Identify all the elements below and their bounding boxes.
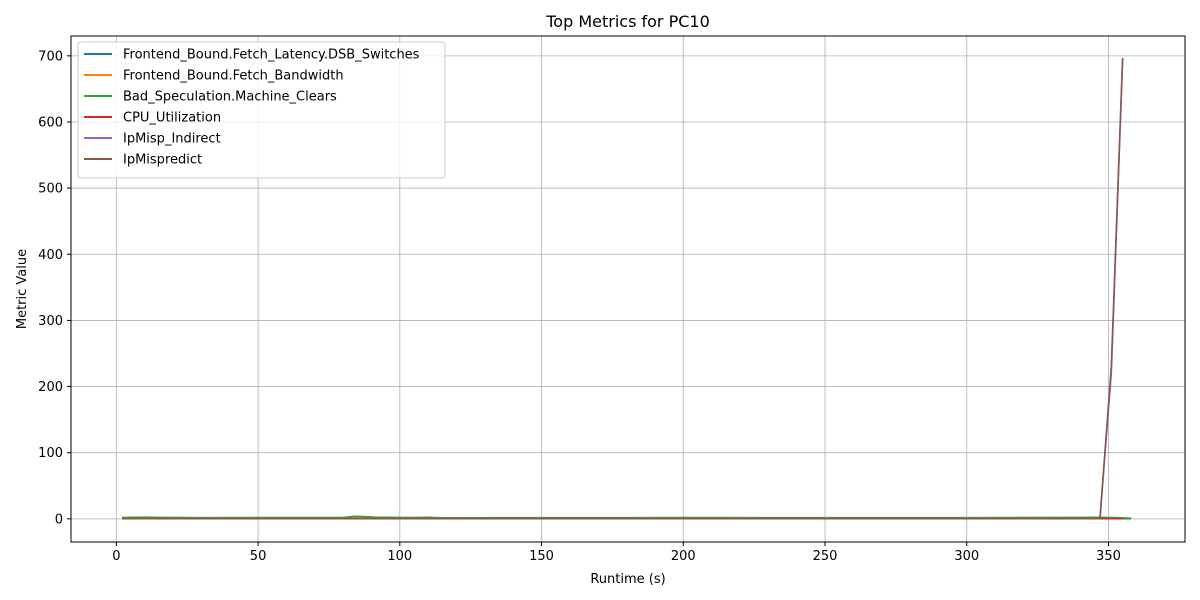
plot-frame xyxy=(70,35,1186,543)
series-line-6 xyxy=(122,57,1124,520)
x-tick-label: 300 xyxy=(954,549,979,564)
y-tick-label: 100 xyxy=(38,446,63,461)
x-tick-label: 100 xyxy=(387,549,412,564)
axis-ticks: 0 50 100 150 200 250 300 350 0 100 200 300 400 500 600… xyxy=(38,49,1121,564)
y-tick-label: 700 xyxy=(38,49,63,64)
y-tick-label: 300 xyxy=(38,314,63,329)
x-axis-title: Runtime (s) xyxy=(590,572,665,587)
y-tick-label: 600 xyxy=(38,115,63,130)
y-tick-label: 400 xyxy=(38,248,63,263)
legend-label: IpMispredict xyxy=(123,153,202,168)
legend-label: Frontend_Bound.Fetch_Latency.DSB_Switche… xyxy=(123,48,420,63)
x-tick-label: 250 xyxy=(813,549,838,564)
legend-label: IpMisp_Indirect xyxy=(123,132,221,147)
y-axis-title: Metric Value xyxy=(15,249,30,329)
legend-label: CPU_Utilization xyxy=(123,111,221,126)
legend: Frontend_Bound.Fetch_Latency.DSB_Switche… xyxy=(77,41,446,179)
x-tick-label: 200 xyxy=(671,549,696,564)
x-tick-label: 0 xyxy=(112,549,120,564)
y-tick-label: 200 xyxy=(38,380,63,395)
legend-label: Bad_Speculation.Machine_Clears xyxy=(123,90,337,105)
series-lines xyxy=(122,57,1132,520)
series-line-3 xyxy=(122,515,1132,520)
chart-title: Top Metrics for PC10 xyxy=(545,12,710,31)
y-tick-label: 0 xyxy=(55,512,63,527)
legend-label: Frontend_Bound.Fetch_Bandwidth xyxy=(123,69,344,84)
y-tick-label: 500 xyxy=(38,182,63,197)
x-tick-label: 350 xyxy=(1096,549,1121,564)
x-tick-label: 150 xyxy=(529,549,554,564)
legend-box xyxy=(77,41,446,179)
x-tick-label: 50 xyxy=(250,549,267,564)
